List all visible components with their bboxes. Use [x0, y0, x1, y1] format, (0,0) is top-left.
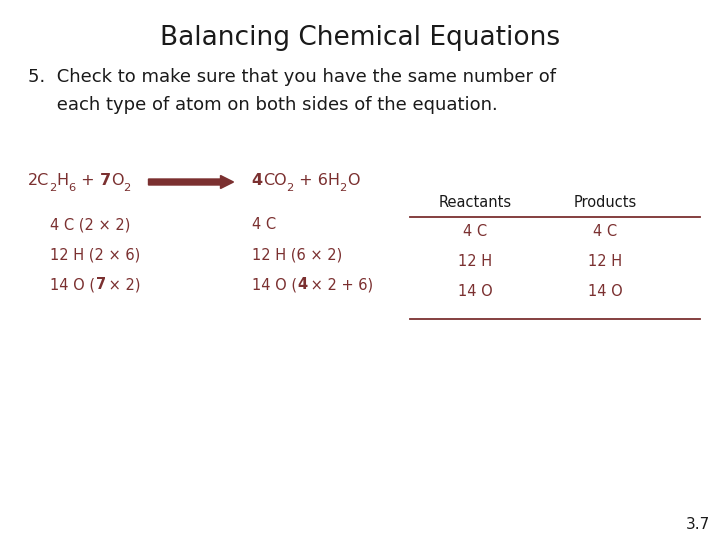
Text: 4 C (2 × 2): 4 C (2 × 2)	[50, 217, 130, 232]
Text: 2: 2	[49, 183, 56, 192]
Text: each type of atom on both sides of the equation.: each type of atom on both sides of the e…	[28, 96, 498, 114]
Text: + 6H: + 6H	[294, 173, 340, 188]
Text: 5.  Check to make sure that you have the same number of: 5. Check to make sure that you have the …	[28, 68, 556, 86]
Text: 14 O: 14 O	[588, 284, 622, 299]
Text: 4 C: 4 C	[593, 224, 617, 239]
Text: 14 O: 14 O	[458, 284, 492, 299]
Text: 4: 4	[297, 277, 307, 292]
Text: 2: 2	[287, 183, 294, 192]
Text: × 2): × 2)	[104, 277, 140, 292]
Text: 2: 2	[123, 183, 130, 192]
Text: 12 H: 12 H	[458, 254, 492, 269]
Text: × 2 + 6): × 2 + 6)	[305, 277, 373, 292]
Text: Balancing Chemical Equations: Balancing Chemical Equations	[160, 25, 560, 51]
Text: O: O	[347, 173, 359, 188]
Text: Products: Products	[573, 195, 636, 210]
Text: 4 C: 4 C	[251, 217, 276, 232]
Text: CO: CO	[263, 173, 287, 188]
Text: 3.7: 3.7	[685, 517, 710, 532]
Text: 4 C: 4 C	[463, 224, 487, 239]
Text: Reactants: Reactants	[438, 195, 512, 210]
Text: 6: 6	[68, 183, 76, 192]
Text: +: +	[76, 173, 99, 188]
Text: 14 O (: 14 O (	[50, 277, 95, 292]
Text: 7: 7	[99, 173, 111, 188]
FancyArrow shape	[148, 176, 233, 188]
Text: 12 H (2 × 6): 12 H (2 × 6)	[50, 247, 140, 262]
Text: 12 H (6 × 2): 12 H (6 × 2)	[251, 247, 342, 262]
Text: 12 H: 12 H	[588, 254, 622, 269]
Text: 7: 7	[96, 277, 106, 292]
Text: 2: 2	[340, 183, 347, 192]
Text: H: H	[56, 173, 68, 188]
Text: O: O	[111, 173, 123, 188]
Text: 14 O (: 14 O (	[251, 277, 297, 292]
Text: 4: 4	[251, 173, 263, 188]
Text: 2C: 2C	[28, 173, 49, 188]
